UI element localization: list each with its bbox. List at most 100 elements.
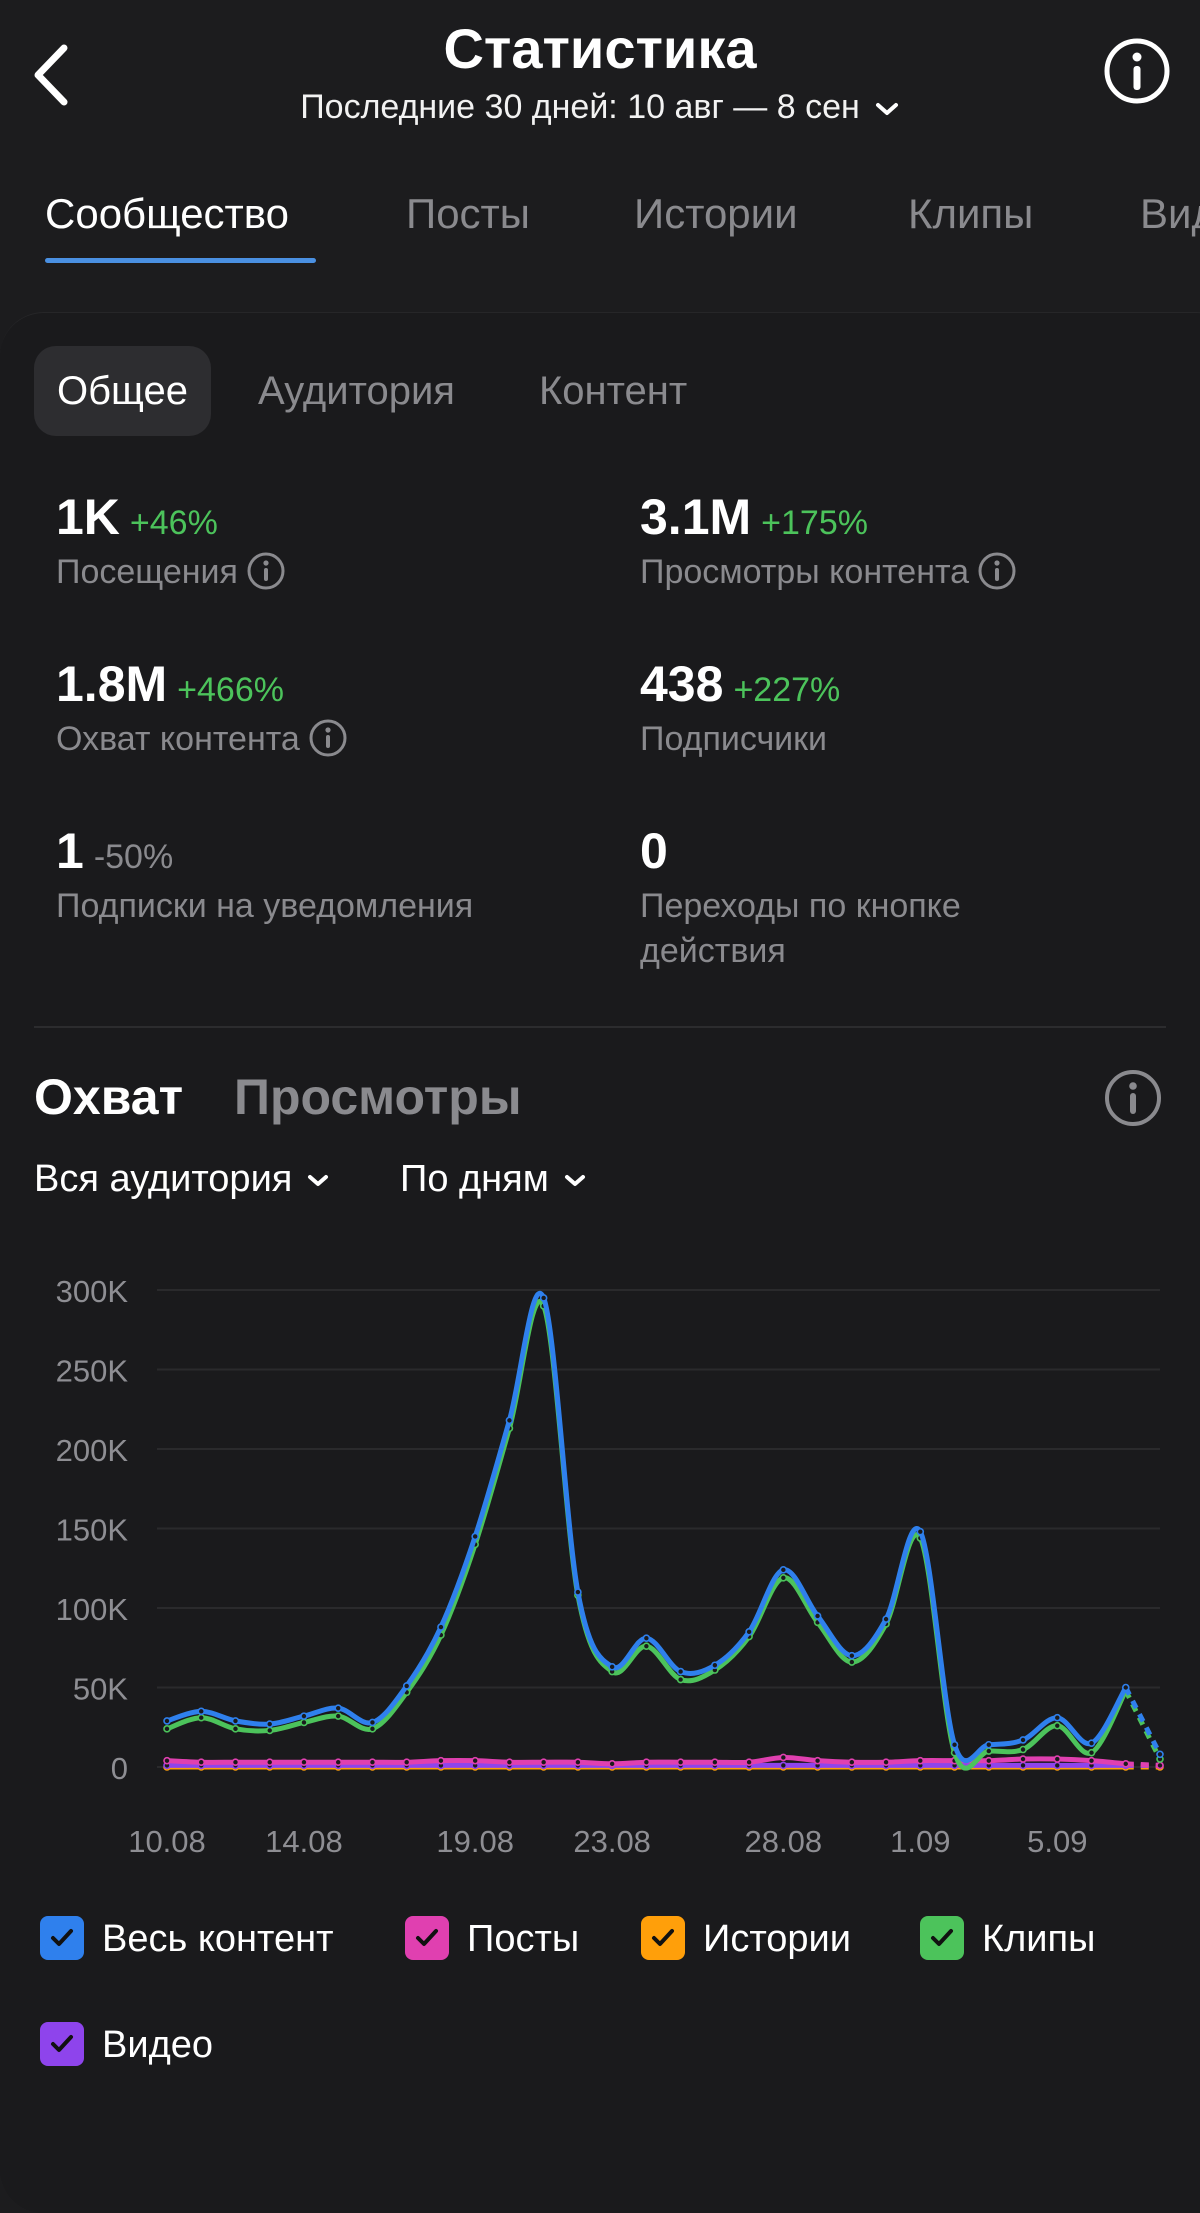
tab-reach[interactable]: Охват [34,1069,184,1125]
legend-posts[interactable]: Посты [405,1914,579,1964]
checkmark-icon [416,1929,438,1946]
data-point [1019,1745,1027,1754]
data-point [197,1707,206,1716]
data-point [197,1758,206,1767]
checkmark-icon [652,1929,674,1946]
tab-clips[interactable]: Клипы [908,190,1034,237]
data-point [984,1747,993,1755]
y-tick-label: 300K [56,1274,129,1309]
metric-value: 438 [640,656,724,712]
data-point [197,1713,206,1722]
tab-video[interactable]: Вид [1140,190,1200,237]
period-dropdown[interactable]: По дням [400,1158,587,1201]
data-point [334,1704,343,1712]
data-point [231,1758,240,1767]
tab-posts[interactable]: Посты [406,190,530,237]
metric-value: 1.8M [56,656,168,712]
chevron-down-icon [875,103,898,116]
data-point [402,1758,411,1767]
data-point [1087,1739,1096,1747]
series-clips [163,1299,1164,1771]
back-button[interactable] [28,40,78,110]
period-selector[interactable]: Последние 30 дней: 10 авг — 8 сен [0,88,1200,127]
data-point [779,1761,788,1770]
subtab-content[interactable]: Контент [539,369,688,413]
metric-label: Переходы по кнопке [640,887,961,925]
data-point [813,1612,822,1620]
data-point [813,1756,822,1765]
info-icon[interactable] [977,551,1017,591]
data-point [916,1756,925,1765]
legend-all-content[interactable]: Весь контент [40,1914,334,1964]
data-point [1121,1760,1130,1768]
info-icon[interactable] [246,551,286,591]
data-point [539,1294,548,1302]
metric-value: 1K [56,489,120,545]
audience-dropdown[interactable]: Вся аудитория [34,1158,330,1201]
checkbox-posts[interactable] [405,1916,449,1960]
subtab-audience[interactable]: Аудитория [258,369,455,413]
data-point [437,1623,445,1631]
data-point [779,1566,788,1574]
tab-views[interactable]: Просмотры [234,1069,522,1125]
x-tick-label: 14.08 [265,1824,343,1859]
audience-dropdown-label: Вся аудитория [34,1158,293,1200]
data-point [163,1717,171,1725]
data-point [505,1416,514,1425]
info-icon [1105,1070,1161,1126]
data-point [676,1667,685,1676]
legend-label: Клипы [982,1918,1096,1960]
tab-community[interactable]: Сообщество [45,190,289,237]
checkmark-icon [51,2035,73,2052]
chevron-down-icon [564,1174,585,1186]
checkbox-clips[interactable] [920,1916,964,1960]
metric-content-reach: 1.8M +466% Охват контента [56,655,348,762]
checkbox-video[interactable] [40,2022,84,2066]
checkbox-all-content[interactable] [40,1916,84,1960]
data-point [848,1658,856,1666]
metric-label: Подписки на уведомления [56,887,474,925]
data-point [1019,1761,1027,1770]
tab-stories[interactable]: Истории [634,190,798,237]
data-point [300,1718,308,1727]
data-point [539,1758,548,1767]
data-point [711,1661,719,1670]
legend-label: Весь контент [102,1918,334,1960]
chart-info-button[interactable] [1103,1068,1163,1128]
metric-label: Просмотры контента [640,553,970,591]
data-point [984,1756,993,1765]
active-tab-indicator [45,258,316,263]
data-point [231,1725,240,1733]
data-point [1156,1750,1164,1759]
checkmark-icon [51,1929,73,1946]
checkbox-stories[interactable] [641,1916,685,1960]
series-all-content [163,1291,1164,1764]
metric-value: 0 [640,823,668,879]
data-point [1121,1683,1130,1692]
metric-delta: +466% [177,671,284,709]
x-tick-label: 23.08 [573,1824,651,1859]
metric-label: Охват контента [56,720,300,758]
legend-clips[interactable]: Клипы [920,1914,1095,1964]
data-point [300,1712,308,1720]
data-point [471,1756,479,1765]
data-point [1053,1761,1062,1770]
subtab-general[interactable]: Общее [34,346,211,436]
data-point [368,1725,377,1733]
x-tick-label: 5.09 [1027,1824,1087,1859]
info-icon[interactable] [308,718,348,758]
data-point [642,1642,651,1650]
y-tick-label: 250K [56,1354,129,1389]
data-point [1019,1736,1027,1744]
period-dropdown-label: По дням [400,1158,549,1200]
legend-label: Посты [467,1918,580,1960]
data-point [676,1675,685,1684]
y-tick-label: 150K [56,1513,129,1548]
legend-video[interactable]: Видео [40,2020,213,2070]
y-tick-label: 0 [111,1751,128,1786]
info-button[interactable] [1103,37,1171,105]
data-point [231,1717,240,1725]
data-point [265,1726,274,1735]
legend-stories[interactable]: Истории [641,1914,851,1964]
period-label: Последние 30 дней: 10 авг — 8 сен [300,88,860,126]
